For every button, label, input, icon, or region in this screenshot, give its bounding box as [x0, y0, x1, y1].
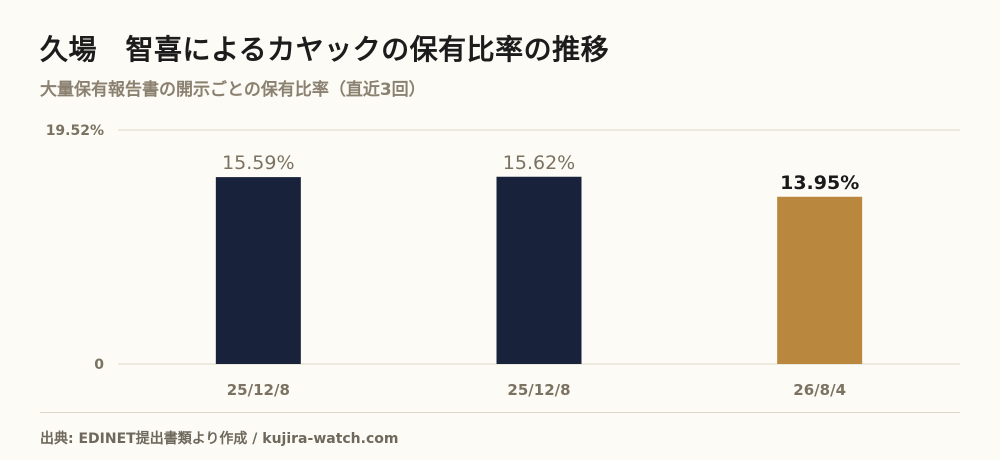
bar-value-label: 13.95% [780, 172, 859, 194]
bar-value-label: 15.59% [222, 152, 294, 174]
source-note: 出典: EDINET提出書類より作成 / kujira-watch.com [40, 431, 399, 447]
bar [496, 176, 582, 364]
footer-divider [40, 412, 960, 413]
x-tick-label: 26/8/4 [793, 381, 846, 399]
chart-subtitle: 大量保有報告書の開示ごとの保有比率（直近3回） [40, 80, 426, 100]
bar-value-label: 15.62% [503, 152, 575, 174]
bar [215, 177, 301, 364]
bar [777, 196, 863, 364]
y-tick-label: 19.52% [46, 123, 104, 139]
bar-chart: 0 19.52% 15.59% 25/12/8 15.62% 25/12/8 13.95% 2… [46, 123, 960, 399]
chart-title: 久場 智喜によるカヤックの保有比率の推移 [40, 33, 610, 66]
y-tick-label: 0 [94, 357, 104, 373]
x-tick-label: 25/12/8 [507, 381, 570, 399]
x-tick-label: 25/12/8 [227, 381, 290, 399]
